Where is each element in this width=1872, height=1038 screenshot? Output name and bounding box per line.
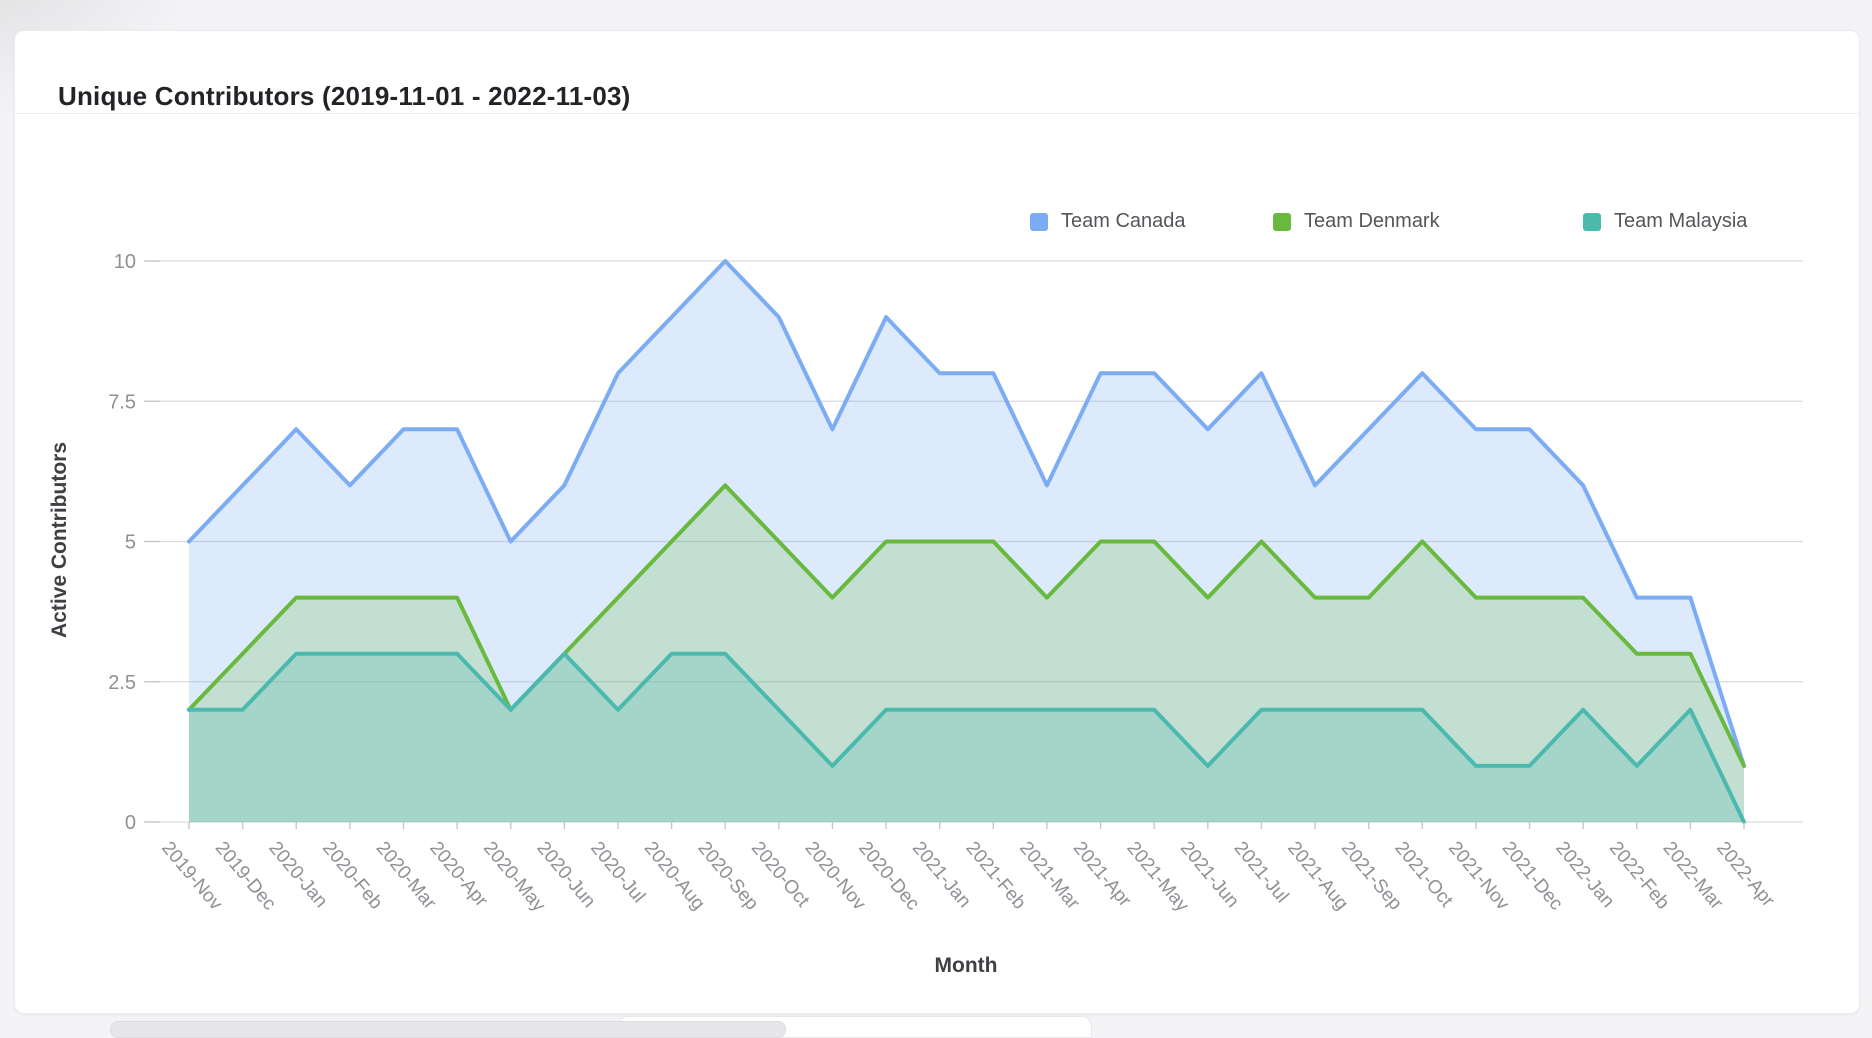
legend-swatch-team-denmark xyxy=(1273,212,1291,231)
legend-item-team-malaysia[interactable]: Team Malaysia xyxy=(1583,210,1747,233)
series-team-denmark xyxy=(187,483,1746,822)
legend-label: Team Denmark xyxy=(1304,210,1440,232)
series-team-denmark-line xyxy=(187,483,1746,768)
x-axis-title: Month xyxy=(935,954,998,977)
series-team-malaysia-area xyxy=(189,653,1744,822)
gridlines xyxy=(144,260,1803,823)
series-team-malaysia-line xyxy=(187,651,1746,824)
horizontal-scrollbar[interactable] xyxy=(110,1021,786,1038)
legend-label: Team Malaysia xyxy=(1614,210,1748,232)
legend-item-team-canada[interactable]: Team Canada xyxy=(1030,210,1186,233)
series-team-denmark-area xyxy=(189,485,1744,822)
svg-text:0: 0 xyxy=(125,812,136,834)
chart-title: Unique Contributors (2019-11-01 - 2022-1… xyxy=(58,81,631,111)
legend-item-team-denmark[interactable]: Team Denmark xyxy=(1273,210,1440,233)
legend-swatch-team-malaysia xyxy=(1583,212,1601,231)
y-axis-title: Active Contributors xyxy=(48,442,71,638)
legend-label: Team Canada xyxy=(1061,210,1186,232)
svg-text:2.5: 2.5 xyxy=(108,672,136,694)
x-axis-labels: 2019-Nov2019-Dec2020-Jan2020-Feb2020-Mar… xyxy=(157,838,1779,917)
series-team-malaysia xyxy=(187,651,1746,824)
series-team-canada-line xyxy=(187,259,1746,768)
title-divider xyxy=(15,113,1859,114)
svg-text:10: 10 xyxy=(114,251,136,273)
chart-card: Unique Contributors (2019-11-01 - 2022-1… xyxy=(14,30,1860,1014)
y-axis-labels: 0 2.5 5 7.5 10 xyxy=(108,251,136,834)
svg-text:7.5: 7.5 xyxy=(108,391,136,413)
x-axis-ticks xyxy=(188,822,1745,829)
legend-swatch-team-canada xyxy=(1030,212,1048,231)
svg-text:5: 5 xyxy=(125,532,136,554)
